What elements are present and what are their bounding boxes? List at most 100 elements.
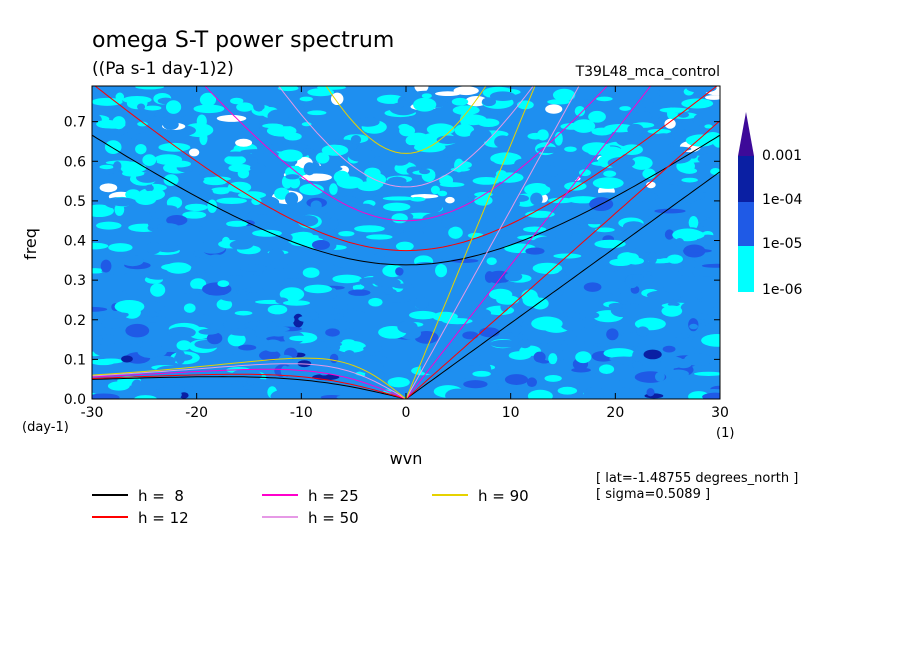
- power-cell: [435, 263, 448, 278]
- power-cell: [659, 107, 689, 113]
- power-cell: [92, 393, 120, 399]
- plot-area: -30 -20 -10 0 10 20 30 0.00.10.20.30.40.50.60.…: [64, 85, 729, 421]
- power-cell: [196, 269, 206, 275]
- power-cell: [631, 191, 659, 202]
- rossby-curve: [92, 368, 407, 399]
- power-cell: [663, 282, 682, 293]
- power-cell: [622, 221, 645, 232]
- inertia-gravity-curve: [278, 86, 534, 188]
- power-cell: [131, 379, 143, 394]
- power-cell: [514, 158, 531, 170]
- power-cell: [347, 148, 375, 162]
- power-cell: [207, 199, 218, 213]
- power-cell: [548, 353, 558, 365]
- power-cell: [92, 97, 123, 106]
- power-cell: [343, 310, 369, 323]
- power-cell: [430, 185, 440, 195]
- colorbar-band: [738, 202, 754, 246]
- y-axis: 0.0 0.1 0.2 0.3 0.4 0.5 0.6 0.7: [64, 115, 720, 408]
- power-cell: [437, 190, 448, 197]
- power-cell: [681, 98, 714, 109]
- power-cell: [632, 361, 643, 369]
- power-cell: [630, 156, 653, 170]
- power-cell: [329, 183, 338, 195]
- power-cell: [321, 144, 349, 156]
- power-cell: [544, 375, 562, 382]
- power-cell: [277, 86, 299, 92]
- power-cell: [289, 335, 310, 342]
- power-cell: [134, 395, 157, 399]
- power-cell: [338, 230, 355, 237]
- power-cell: [227, 181, 252, 193]
- power-cell: [395, 241, 414, 251]
- power-cell: [391, 213, 408, 224]
- power-cell: [108, 243, 133, 252]
- power-cell: [250, 163, 266, 173]
- power-cell: [318, 233, 334, 240]
- power-cell: [594, 265, 621, 272]
- x-axis-label: wvn: [390, 449, 423, 468]
- power-cell: [685, 134, 716, 147]
- power-cell: [348, 289, 371, 296]
- power-cell: [657, 179, 687, 185]
- power-cell: [667, 302, 680, 307]
- power-cell: [608, 302, 624, 309]
- power-cell: [336, 394, 366, 399]
- power-cell: [697, 152, 720, 165]
- power-cell: [466, 308, 492, 318]
- power-cell: [518, 339, 532, 349]
- power-cell: [113, 161, 122, 172]
- power-cell: [495, 170, 507, 178]
- power-cell: [613, 308, 634, 318]
- power-cell: [489, 288, 513, 300]
- power-cell: [253, 101, 265, 112]
- power-cell: [147, 211, 171, 217]
- power-cell: [334, 195, 361, 209]
- power-cell: [167, 160, 192, 168]
- power-cell: [448, 226, 463, 239]
- power-cell: [599, 364, 615, 374]
- power-cell: [701, 334, 720, 347]
- power-cell: [372, 155, 383, 168]
- power-cell: [160, 205, 178, 212]
- power-cell: [537, 216, 550, 222]
- y-tick-label: 0.2: [64, 313, 86, 329]
- power-cell: [474, 222, 497, 229]
- power-cell: [307, 110, 327, 116]
- power-cell: [680, 300, 709, 315]
- power-cell: [472, 370, 491, 377]
- power-cell: [99, 164, 114, 170]
- power-cell: [702, 392, 720, 399]
- power-cell: [581, 142, 611, 154]
- power-cell: [422, 213, 447, 225]
- power-cell: [137, 103, 146, 111]
- kelvin-curve: [405, 86, 652, 399]
- power-cell: [700, 218, 720, 229]
- power-cell: [315, 341, 342, 348]
- power-cell: [479, 327, 500, 338]
- power-cell: [490, 189, 504, 197]
- power-cell: [533, 351, 546, 363]
- power-cell: [693, 371, 720, 376]
- power-cell: [368, 297, 383, 307]
- y-tick-label: 0.4: [64, 234, 86, 250]
- power-cell: [143, 105, 162, 111]
- power-cell: [701, 263, 720, 268]
- power-cell: [682, 258, 697, 269]
- power-cell: [531, 297, 549, 310]
- power-cell: [227, 332, 246, 347]
- power-cell: [216, 114, 247, 122]
- power-cell: [132, 108, 155, 120]
- power-cell: [454, 158, 464, 173]
- power-cell: [451, 97, 469, 106]
- power-cell: [377, 294, 397, 301]
- power-cell: [135, 86, 165, 90]
- power-cell: [299, 96, 313, 102]
- power-cell: [423, 201, 443, 213]
- power-cell: [403, 230, 424, 236]
- power-cell: [333, 170, 350, 184]
- inertia-gravity-curve: [92, 134, 720, 266]
- power-cell: [229, 240, 254, 250]
- power-cell: [467, 352, 481, 359]
- power-cell: [285, 192, 299, 206]
